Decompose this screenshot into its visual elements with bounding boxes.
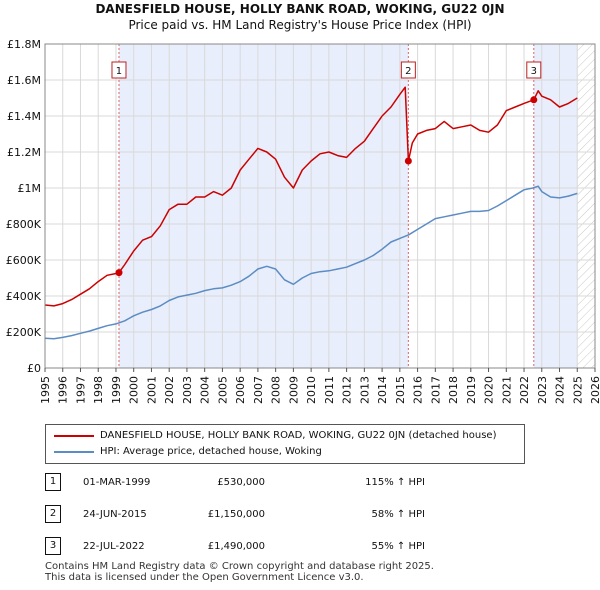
sale-label-box bbox=[400, 61, 416, 79]
y-tick-label: £0 bbox=[27, 362, 41, 375]
x-tick-label: 2008 bbox=[270, 376, 283, 404]
x-tick-label: 2015 bbox=[394, 376, 407, 404]
transaction-hpi-change: 55% ↑ HPI bbox=[371, 541, 425, 552]
x-tick-label: 2017 bbox=[429, 376, 442, 404]
x-tick-label: 1998 bbox=[92, 376, 105, 404]
forecast-hatch bbox=[577, 44, 595, 368]
sale-point bbox=[530, 96, 538, 104]
x-tick-label: 2021 bbox=[500, 376, 513, 404]
x-tick-label: 2016 bbox=[412, 376, 425, 404]
legend-label-hpi: HPI: Average price, detached house, Woki… bbox=[100, 446, 322, 457]
transaction-price: £1,150,000 bbox=[207, 509, 265, 520]
ownership-shade bbox=[533, 44, 578, 368]
sale-label: 1 bbox=[116, 66, 122, 77]
transaction-price: £1,490,000 bbox=[207, 541, 265, 552]
y-tick-label: £1.8M bbox=[7, 38, 41, 51]
sale-label-box bbox=[526, 61, 542, 79]
y-tick-label: £1M bbox=[18, 182, 42, 195]
transaction-number-badge: 3 bbox=[45, 537, 61, 555]
x-tick-label: 2020 bbox=[483, 376, 496, 404]
y-tick-label: £800K bbox=[6, 218, 42, 231]
x-tick-label: 2007 bbox=[252, 376, 265, 404]
chart-legend: DANESFIELD HOUSE, HOLLY BANK ROAD, WOKIN… bbox=[45, 424, 525, 464]
y-tick-label: £200K bbox=[6, 326, 42, 339]
x-tick-label: 1999 bbox=[110, 376, 123, 404]
transaction-date: 24-JUN-2015 bbox=[83, 509, 147, 520]
sale-point bbox=[115, 269, 123, 277]
sale-label-box bbox=[111, 61, 127, 79]
x-tick-label: 2013 bbox=[358, 376, 371, 404]
x-tick-label: 2003 bbox=[181, 376, 194, 404]
x-tick-label: 2005 bbox=[216, 376, 229, 404]
footer-copyright: Contains HM Land Registry data © Crown c… bbox=[45, 561, 434, 572]
transaction-date: 01-MAR-1999 bbox=[83, 477, 151, 488]
sale-label: 2 bbox=[405, 66, 411, 77]
sale-point bbox=[404, 157, 412, 165]
y-tick-label: £1.4M bbox=[7, 110, 41, 123]
x-tick-label: 2004 bbox=[199, 376, 212, 404]
chart-title: DANESFIELD HOUSE, HOLLY BANK ROAD, WOKIN… bbox=[95, 2, 505, 16]
x-tick-label: 1995 bbox=[39, 376, 52, 404]
chart-subtitle: Price paid vs. HM Land Registry's House … bbox=[128, 18, 472, 32]
legend-swatch-hpi bbox=[54, 451, 94, 453]
x-tick-label: 2026 bbox=[589, 376, 600, 404]
x-tick-label: 2000 bbox=[128, 376, 141, 404]
x-tick-label: 2011 bbox=[323, 376, 336, 404]
x-tick-label: 1997 bbox=[74, 376, 87, 404]
x-tick-label: 2009 bbox=[287, 376, 300, 404]
plot-frame bbox=[44, 43, 596, 369]
y-tick-label: £400K bbox=[6, 290, 42, 303]
x-tick-label: 2023 bbox=[536, 376, 549, 404]
x-tick-label: 2024 bbox=[554, 376, 567, 404]
x-tick-label: 2025 bbox=[571, 376, 584, 404]
x-tick-label: 2006 bbox=[234, 376, 247, 404]
transaction-date: 22-JUL-2022 bbox=[83, 541, 145, 552]
y-tick-label: £1.2M bbox=[7, 146, 41, 159]
transaction-hpi-change: 58% ↑ HPI bbox=[371, 509, 425, 520]
price-chart: 1 2 3 £0 £200K £400K £600K £800K £1M £1.2M £1.4M £1… bbox=[6, 38, 600, 404]
footer-license: This data is licensed under the Open Gov… bbox=[45, 572, 364, 583]
transaction-hpi-change: 115% ↑ HPI bbox=[365, 477, 425, 488]
ownership-shade bbox=[118, 44, 409, 368]
x-tick-label: 2022 bbox=[518, 376, 531, 404]
sale-label: 3 bbox=[531, 66, 537, 77]
x-tick-label: 2014 bbox=[376, 376, 389, 404]
x-tick-label: 1996 bbox=[57, 376, 70, 404]
x-tick-label: 2010 bbox=[305, 376, 318, 404]
x-tick-label: 2018 bbox=[447, 376, 460, 404]
legend-swatch-property bbox=[54, 435, 94, 437]
transaction-price: £530,000 bbox=[217, 477, 265, 488]
legend-label-property: DANESFIELD HOUSE, HOLLY BANK ROAD, WOKIN… bbox=[100, 430, 497, 441]
property-series-line bbox=[44, 86, 578, 307]
x-tick-label: 2012 bbox=[341, 376, 354, 404]
transaction-number-badge: 2 bbox=[45, 505, 61, 523]
x-tick-label: 2019 bbox=[465, 376, 478, 404]
y-tick-label: £600K bbox=[6, 254, 42, 267]
x-tick-label: 2002 bbox=[163, 376, 176, 404]
hpi-series-line bbox=[44, 185, 578, 340]
x-tick-label: 2001 bbox=[145, 376, 158, 404]
y-tick-label: £1.6M bbox=[7, 74, 41, 87]
transaction-number-badge: 1 bbox=[45, 473, 61, 491]
